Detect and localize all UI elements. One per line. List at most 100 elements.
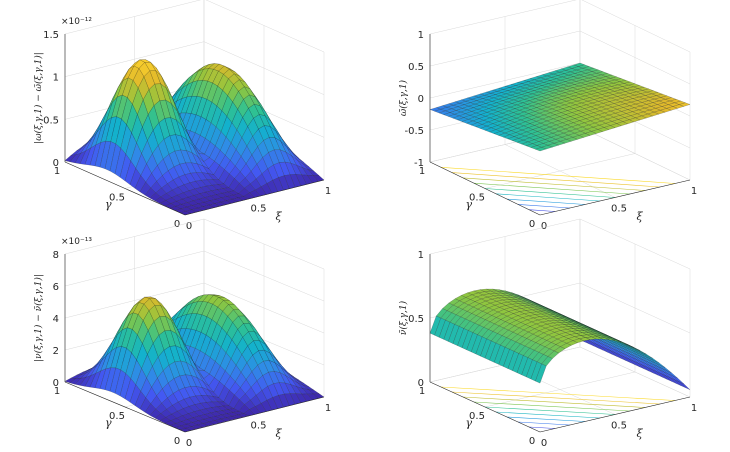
y-tick-label: 0 [529, 219, 535, 230]
z-tick-label: 6 [53, 282, 59, 293]
x-tick-label: 0.5 [611, 421, 627, 432]
floor-contour [440, 386, 676, 401]
z-exponent: ×10⁻¹³ [61, 237, 92, 247]
grid-line [64, 250, 325, 302]
floor-contour [484, 406, 616, 415]
y-axis [64, 161, 186, 216]
y-axis [64, 381, 186, 433]
z-tick-label: 1 [418, 30, 424, 41]
y-tick-label: 1 [54, 166, 60, 177]
floor-contour [506, 198, 586, 205]
y-tick-label: 1 [419, 166, 425, 177]
surface-patch [679, 381, 691, 390]
x-axis-label: ξ [637, 210, 644, 223]
x-tick-label: 0.5 [251, 421, 267, 432]
z-tick-label: 0 [53, 158, 59, 169]
y-tick-label: 0.5 [469, 411, 485, 422]
x-tick-label: 0.5 [611, 204, 627, 215]
y-tick-label: 0 [174, 436, 180, 447]
grid-line [579, 126, 691, 181]
floor-contour [451, 172, 661, 188]
grid-line [484, 153, 636, 189]
x-axis-label: ξ [637, 427, 644, 440]
y-tick-label: 0.5 [109, 193, 125, 204]
z-tick-label: 1 [418, 250, 424, 261]
z-tick-label: 0 [53, 378, 59, 389]
x-axis [539, 179, 691, 216]
grid-line [579, 346, 691, 398]
z-tick-label: -1 [414, 158, 424, 169]
x-axis [184, 179, 325, 216]
floor-contour [517, 421, 571, 426]
panel-bottom-left: 0 0.5 1 ξ 0 0.5 1 γ 0 2 4 6 8×10⁻¹³ |ν(ξ,γ,1) − ν̃(ξ,… [33, 218, 331, 449]
floor-contour [462, 177, 646, 191]
z-tick-label: 0 [418, 94, 424, 105]
z-axis-label: ω̃(ξ,γ,1) [398, 79, 409, 116]
z-tick-label: 8 [53, 250, 59, 261]
x-tick-label: 0 [186, 221, 192, 232]
z-axis-label: ν̃(ξ,γ,1) [398, 300, 409, 335]
surface [429, 62, 691, 152]
panel-top-left: 0 0.5 1 ξ 0 0.5 1 γ 0 0.5 1 1.5×10⁻¹² |ω(ξ,γ,1) − ω̃… [33, 0, 331, 232]
x-axis-label: ξ [275, 210, 282, 223]
z-tick-label: 4 [53, 314, 59, 325]
surface [64, 294, 325, 433]
floor-contour [484, 188, 616, 198]
x-tick-label: 0 [541, 221, 547, 232]
y-tick-label: 1 [54, 386, 60, 397]
z-tick-label: 1.5 [43, 30, 59, 41]
z-tick-label: 0.5 [408, 314, 424, 325]
x-axis [184, 396, 325, 433]
x-axis-label: ξ [275, 427, 282, 440]
floor-contour [517, 204, 571, 209]
x-tick-label: 1 [325, 403, 331, 414]
x-tick-label: 0 [541, 438, 547, 449]
x-tick-label: 1 [325, 186, 331, 197]
floor-contour [528, 209, 556, 212]
surface-patch [535, 147, 547, 152]
z-tick-label: 2 [53, 346, 59, 357]
floor-contour [528, 426, 556, 429]
floor-contour [473, 401, 631, 412]
z-axis-label: |ω(ξ,γ,1) − ω̃(ξ,γ,1)| [33, 52, 44, 144]
y-axis-label: γ [466, 417, 473, 430]
y-axis-label: γ [466, 198, 473, 211]
grid-line [429, 0, 691, 53]
z-axis-label: |ν(ξ,γ,1) − ν̃(ξ,γ,1)| [33, 274, 44, 362]
y-tick-label: 0.5 [469, 193, 485, 204]
z-tick-label: 0.5 [408, 62, 424, 73]
y-axis [429, 381, 541, 433]
grid-line [484, 371, 636, 408]
surface [429, 288, 691, 390]
z-tick-label: -0.5 [404, 126, 424, 137]
floor-contour [506, 416, 586, 422]
y-tick-label: 0.5 [109, 411, 125, 422]
floor-contour [495, 193, 601, 202]
floor-contour [451, 391, 661, 405]
x-axis [539, 396, 691, 433]
floor-contour [495, 411, 601, 419]
surface-patch [535, 363, 547, 384]
y-axis-label: γ [105, 198, 112, 211]
panel-bottom-right: 0 0.5 1 ξ 0 0.5 1 γ 0 0.5 1 ν̃(ξ,γ,1) [398, 218, 697, 449]
grid-line [64, 218, 325, 270]
floor-contour [440, 167, 676, 184]
grid-line [64, 0, 325, 53]
z-tick-label: 0.5 [43, 115, 59, 126]
y-axis [429, 161, 541, 216]
z-exponent: ×10⁻¹² [61, 17, 92, 27]
z-tick-label: 1 [53, 73, 59, 84]
y-axis-label: γ [105, 417, 112, 430]
grid-line [429, 218, 691, 270]
y-tick-label: 1 [419, 386, 425, 397]
floor-contour [473, 182, 631, 195]
y-tick-label: 0 [529, 436, 535, 447]
y-tick-label: 0 [174, 219, 180, 230]
x-tick-label: 1 [691, 186, 697, 197]
panel-top-right: 0 0.5 1 ξ 0 0.5 1 γ -1 -0.5 0 0.5 1 ω̃(ξ,γ,1) [398, 0, 697, 232]
x-tick-label: 0 [186, 438, 192, 449]
surface [64, 59, 325, 216]
x-tick-label: 0.5 [251, 204, 267, 215]
z-tick-label: 0 [418, 378, 424, 389]
